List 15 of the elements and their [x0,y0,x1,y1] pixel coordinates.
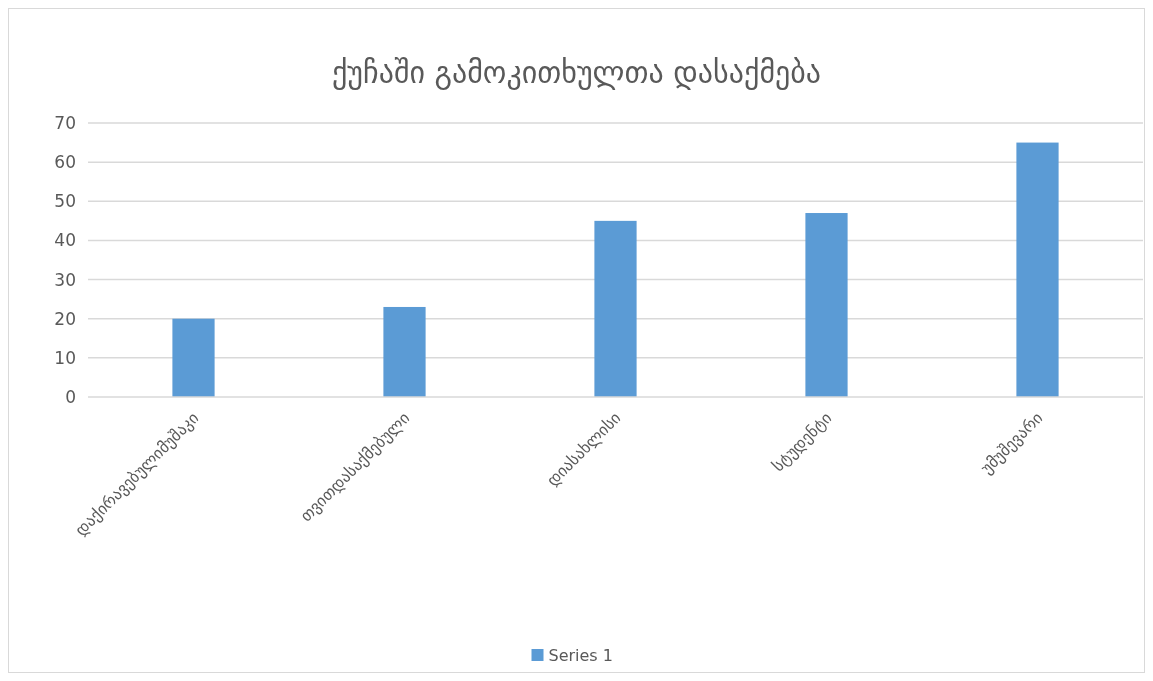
bar [1016,142,1059,397]
y-tick-label: 0 [65,386,76,407]
legend-label: Series 1 [548,645,613,665]
bar [172,318,215,397]
y-tick-label: 10 [54,347,76,368]
bar [383,306,426,397]
y-tick-label: 20 [54,308,76,329]
chart-title: ქუჩაში გამოკითხულთა დასაქმება [331,55,822,90]
bar [805,213,848,397]
y-tick-label: 50 [54,191,76,212]
y-tick-label: 60 [54,152,76,173]
y-tick-label: 40 [54,230,76,251]
y-tick-label: 30 [54,269,76,290]
y-tick-label: 70 [54,112,76,133]
bar [594,220,637,397]
